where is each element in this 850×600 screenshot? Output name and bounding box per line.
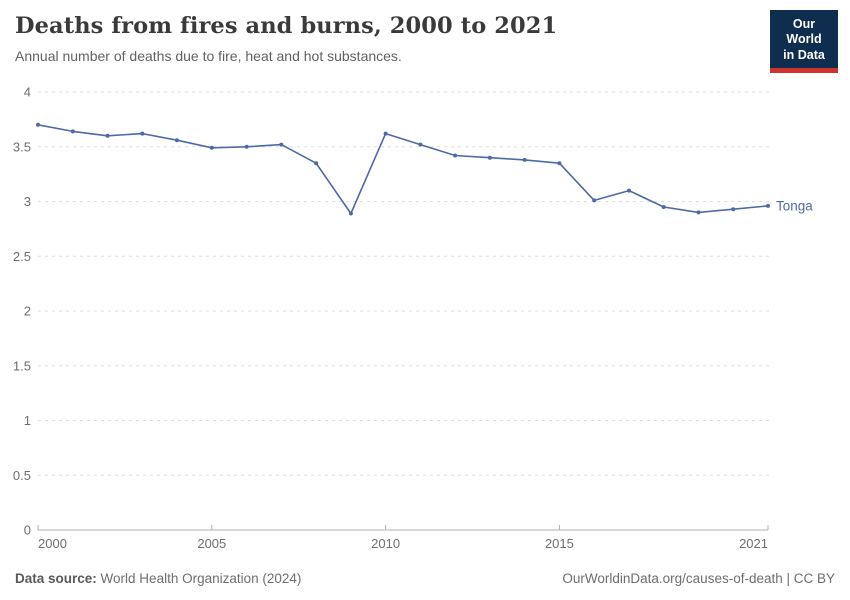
y-gridlines	[38, 91, 770, 476]
y-tick-label: 0	[24, 523, 31, 538]
x-tick-label: 2000	[38, 536, 67, 551]
chart-header: Deaths from fires and burns, 2000 to 202…	[15, 12, 750, 65]
x-tick-label: 2010	[371, 536, 400, 551]
y-tick-label: 4	[24, 85, 31, 100]
data-point[interactable]	[522, 157, 527, 162]
data-point[interactable]	[487, 155, 492, 160]
data-point[interactable]	[36, 122, 40, 127]
data-point[interactable]	[383, 131, 388, 136]
x-tick-label: 2005	[197, 536, 226, 551]
y-tick-label: 1.5	[13, 358, 31, 373]
data-point[interactable]	[279, 142, 284, 147]
owid-logo-line2: in Data	[783, 47, 825, 62]
data-point[interactable]	[557, 161, 562, 166]
data-point[interactable]	[209, 145, 214, 150]
chart-subtitle: Annual number of deaths due to fire, hea…	[15, 48, 402, 65]
data-point[interactable]	[348, 211, 353, 216]
data-point[interactable]	[766, 203, 770, 208]
data-point[interactable]	[592, 198, 597, 203]
y-tick-label: 3	[24, 194, 31, 209]
y-tick-label: 1	[24, 413, 31, 428]
data-point[interactable]	[453, 153, 458, 158]
data-source-value: World Health Organization (2024)	[100, 571, 302, 586]
chart-title: Deaths from fires and burns, 2000 to 202…	[15, 13, 558, 39]
data-point[interactable]	[105, 133, 110, 138]
data-point[interactable]	[661, 205, 666, 209]
y-tick-label: 0.5	[13, 468, 31, 483]
x-tick-label: 2015	[545, 536, 574, 551]
data-point[interactable]	[627, 188, 631, 193]
data-source: Data source: World Health Organization (…	[15, 571, 301, 586]
series-line-tonga[interactable]	[37, 124, 769, 215]
data-point[interactable]	[70, 129, 75, 134]
x-tick-label: 2021	[739, 536, 768, 551]
entity-label[interactable]: Tonga	[776, 198, 813, 213]
data-source-label: Data source:	[15, 571, 97, 586]
y-tick-label: 2	[24, 304, 31, 319]
footer-citation-link[interactable]: OurWorldinData.org/causes-of-death | CC …	[562, 571, 835, 586]
series-points	[36, 122, 770, 216]
x-axis: 2000 2005 2010 2015 2021	[37, 525, 769, 551]
data-point[interactable]	[731, 207, 736, 212]
data-point[interactable]	[696, 210, 701, 215]
data-point[interactable]	[314, 161, 319, 166]
y-tick-label: 2.5	[13, 249, 31, 264]
chart-footer: Data source: World Health Organization (…	[15, 571, 835, 586]
owid-logo[interactable]: Our World in Data	[770, 10, 838, 73]
owid-logo-line1: Our World	[786, 17, 822, 47]
y-tick-labels: 0 0.5 1 1.5 2 2.5 3 3.5 4	[13, 85, 31, 538]
data-point[interactable]	[140, 131, 145, 136]
data-point[interactable]	[175, 138, 179, 143]
y-tick-label: 3.5	[13, 139, 31, 154]
data-point[interactable]	[244, 144, 249, 149]
data-point[interactable]	[418, 142, 423, 147]
